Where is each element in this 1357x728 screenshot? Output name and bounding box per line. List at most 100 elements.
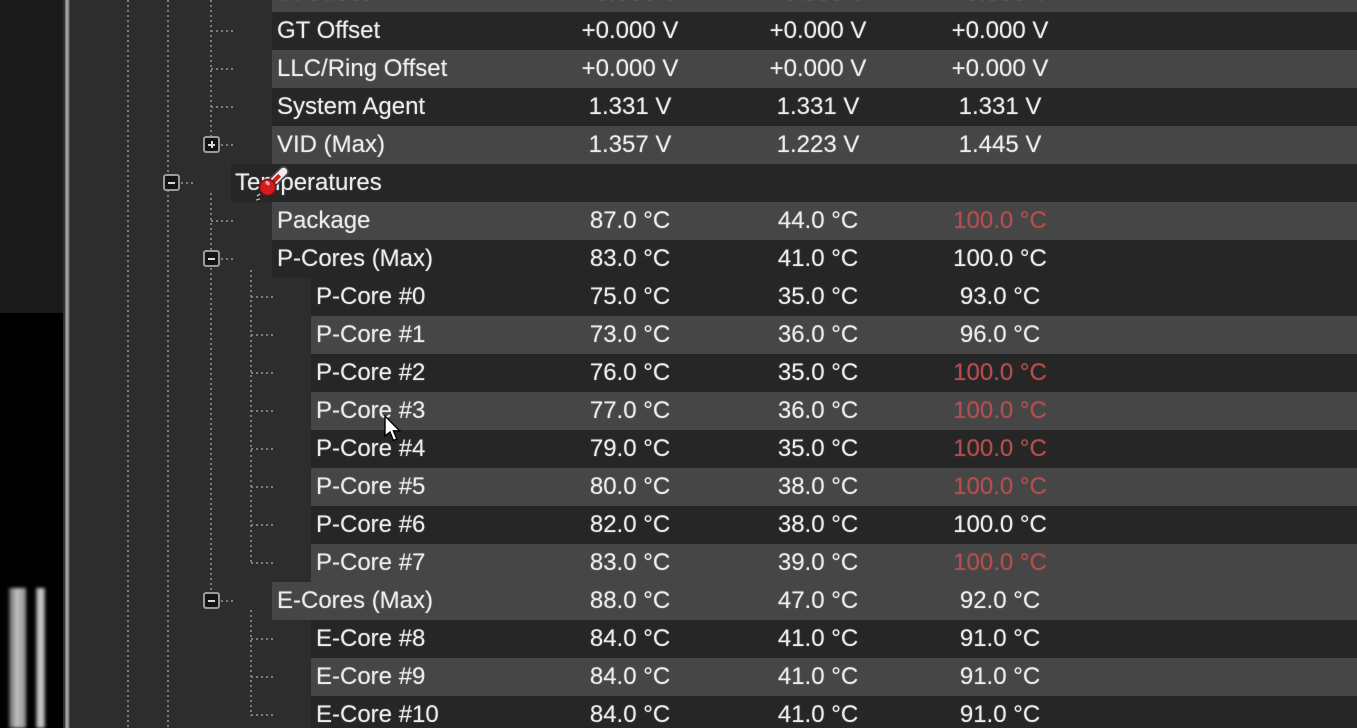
value-cell: 87.0 °C <box>589 207 671 234</box>
sensor-row-p-core-2[interactable]: P-Core #2 76.0 °C 35.0 °C 100.0 °C <box>70 354 1357 392</box>
tree-connector <box>211 106 235 108</box>
value-cell: 77.0 °C <box>589 397 671 424</box>
tree-connector <box>251 296 275 298</box>
sensor-row-llc-ring-offset[interactable]: LLC/Ring Offset +0.000 V +0.000 V +0.000 V <box>70 50 1357 88</box>
row-band <box>311 696 1357 728</box>
row-band <box>272 240 1357 278</box>
row-label: P-Core #5 <box>316 473 426 500</box>
tree-guide-line <box>210 0 212 140</box>
collapse-icon[interactable] <box>203 592 220 609</box>
sensor-row-e-core-9[interactable]: E-Core #9 84.0 °C 41.0 °C 91.0 °C <box>70 658 1357 696</box>
sensor-row-p-core-3[interactable]: P-Core #3 77.0 °C 36.0 °C 100.0 °C <box>70 392 1357 430</box>
row-band <box>272 88 1357 126</box>
value-cell: 100.0 °C <box>953 435 1047 462</box>
row-band <box>272 0 1357 12</box>
value-cell: +0.000 V <box>951 17 1049 44</box>
value-cell: 75.0 °C <box>589 283 671 310</box>
value-cell: 96.0 °C <box>959 321 1041 348</box>
value-cell: 41.0 °C <box>777 701 859 728</box>
tree-connector <box>251 372 275 374</box>
sensor-row-p-core-5[interactable]: P-Core #5 80.0 °C 38.0 °C 100.0 °C <box>70 468 1357 506</box>
value-cell: 84.0 °C <box>589 625 671 652</box>
sensor-row-temperatures[interactable]: Temperatures <box>70 164 1357 202</box>
value-cell: 1.223 V <box>776 131 860 158</box>
row-band <box>311 620 1357 658</box>
value-cell: 35.0 °C <box>777 435 859 462</box>
collapse-icon[interactable] <box>163 174 180 191</box>
value-cell: 100.0 °C <box>953 473 1047 500</box>
row-band <box>311 506 1357 544</box>
left-strip-upper <box>0 0 63 313</box>
row-band <box>311 430 1357 468</box>
value-cell: 1.357 V <box>588 131 672 158</box>
tree-connector <box>221 258 235 260</box>
tree-connector <box>251 410 275 412</box>
value-cell: 100.0 °C <box>953 359 1047 386</box>
row-label: Temperatures <box>235 169 382 196</box>
sensor-row-e-cores-max[interactable]: E-Cores (Max) 88.0 °C 47.0 °C 92.0 °C <box>70 582 1357 620</box>
row-band <box>272 202 1357 240</box>
value-cell: 91.0 °C <box>959 663 1041 690</box>
tree-connector <box>251 638 275 640</box>
row-band <box>311 392 1357 430</box>
value-cell: +0.000 V <box>581 17 679 44</box>
sensor-row-ia-offset[interactable]: IA Offset+0.000 V+0.000 V+0.000 V <box>70 0 1357 12</box>
value-cell: 100.0 °C <box>953 549 1047 576</box>
value-cell: 100.0 °C <box>953 511 1047 538</box>
sensor-row-gt-offset[interactable]: GT Offset +0.000 V +0.000 V +0.000 V <box>70 12 1357 50</box>
value-cell: 41.0 °C <box>777 625 859 652</box>
video-artifact-bar <box>36 588 45 728</box>
value-cell: 83.0 °C <box>589 245 671 272</box>
row-label: E-Core #8 <box>316 625 426 652</box>
sensor-row-system-agent[interactable]: System Agent 1.331 V 1.331 V 1.331 V <box>70 88 1357 126</box>
value-cell: 41.0 °C <box>777 663 859 690</box>
row-label: System Agent <box>277 93 426 120</box>
thermometer-icon <box>255 166 289 201</box>
row-band <box>311 354 1357 392</box>
row-label: P-Core #3 <box>316 397 426 424</box>
value-cell: +0.000 V <box>769 55 867 82</box>
sensor-row-p-cores-max[interactable]: P-Cores (Max) 83.0 °C 41.0 °C 100.0 °C <box>70 240 1357 278</box>
row-label: E-Core #9 <box>316 663 426 690</box>
sensor-row-p-core-6[interactable]: P-Core #6 82.0 °C 38.0 °C 100.0 °C <box>70 506 1357 544</box>
value-cell: 38.0 °C <box>777 511 859 538</box>
value-cell: 36.0 °C <box>777 321 859 348</box>
tree-connector <box>251 524 275 526</box>
row-label: P-Core #6 <box>316 511 426 538</box>
value-cell: 47.0 °C <box>777 587 859 614</box>
tree-connector <box>211 30 235 32</box>
value-cell: 35.0 °C <box>777 359 859 386</box>
collapse-icon[interactable] <box>203 250 220 267</box>
row-band <box>272 126 1357 164</box>
value-cell: 100.0 °C <box>953 397 1047 424</box>
row-band <box>272 12 1357 50</box>
value-cell: +0.000 V <box>951 55 1049 82</box>
value-cell: 88.0 °C <box>589 587 671 614</box>
tree-connector <box>211 68 235 70</box>
value-cell: +0.000 V <box>581 55 679 82</box>
sensor-row-e-core-10[interactable]: E-Core #10 84.0 °C 41.0 °C 91.0 °C <box>70 696 1357 728</box>
row-label: E-Cores (Max) <box>277 587 434 614</box>
value-cell: 44.0 °C <box>777 207 859 234</box>
row-label: VID (Max) <box>277 131 385 158</box>
expand-icon[interactable] <box>203 136 220 153</box>
value-cell: 1.445 V <box>958 131 1042 158</box>
row-label: LLC/Ring Offset <box>277 55 448 82</box>
sensor-tree-panel: IA Offset+0.000 V+0.000 V+0.000 VGT Offs… <box>70 0 1357 728</box>
tree-guide-line <box>167 0 169 728</box>
value-cell: 36.0 °C <box>777 397 859 424</box>
sensor-row-package[interactable]: Package 87.0 °C 44.0 °C 100.0 °C <box>70 202 1357 240</box>
row-label: P-Core #4 <box>316 435 426 462</box>
sensor-row-p-core-1[interactable]: P-Core #1 73.0 °C 36.0 °C 96.0 °C <box>70 316 1357 354</box>
sensor-row-p-core-7[interactable]: P-Core #7 83.0 °C 39.0 °C 100.0 °C <box>70 544 1357 582</box>
value-cell: 73.0 °C <box>589 321 671 348</box>
sensor-row-p-core-0[interactable]: P-Core #0 75.0 °C 35.0 °C 93.0 °C <box>70 278 1357 316</box>
row-label: P-Cores (Max) <box>277 245 434 272</box>
sensor-row-vid-max[interactable]: VID (Max) 1.357 V 1.223 V 1.445 V <box>70 126 1357 164</box>
row-label: P-Core #0 <box>316 283 426 310</box>
sensor-row-e-core-8[interactable]: E-Core #8 84.0 °C 41.0 °C 91.0 °C <box>70 620 1357 658</box>
row-label: E-Core #10 <box>316 701 439 728</box>
sensor-row-p-core-4[interactable]: P-Core #4 79.0 °C 35.0 °C 100.0 °C <box>70 430 1357 468</box>
value-cell: 76.0 °C <box>589 359 671 386</box>
